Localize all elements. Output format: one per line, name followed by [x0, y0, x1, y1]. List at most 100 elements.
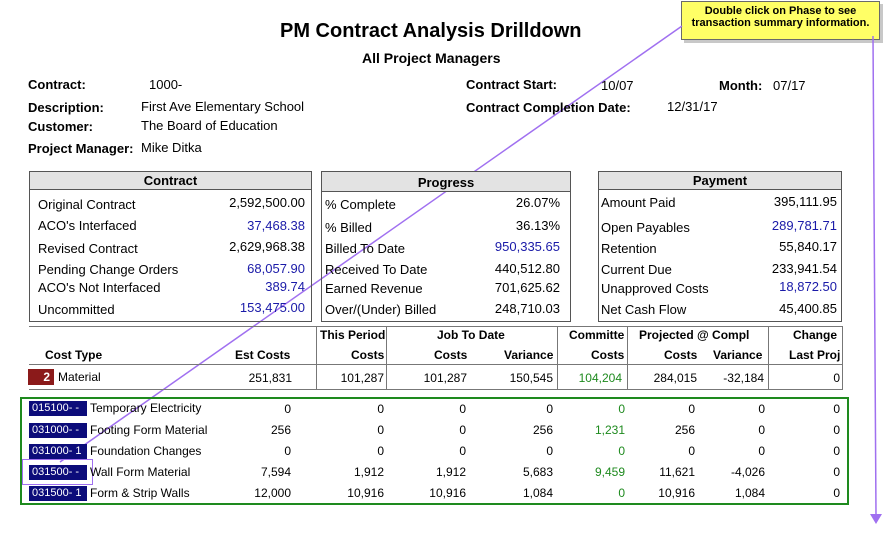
col-proj-variance: Variance — [713, 348, 763, 362]
phase-period: 0 — [377, 444, 384, 458]
cost-type-proj-var: -32,184 — [723, 371, 764, 385]
cost-type-variance: 150,545 — [509, 371, 553, 385]
contract-row-value-link[interactable]: 37,468.38 — [247, 218, 305, 233]
phase-jtd: 0 — [459, 402, 466, 416]
hint-callout: Double click on Phase to see transaction… — [681, 1, 880, 40]
contract-row-label: Original Contract — [38, 197, 136, 212]
payment-row-label: Open Payables — [601, 220, 690, 235]
column-divider — [386, 326, 387, 390]
cost-type-change: 0 — [833, 371, 840, 385]
header-change: Change — [793, 328, 838, 342]
phase-est: 0 — [284, 402, 291, 416]
contract-row-label: Revised Contract — [38, 241, 138, 256]
contract-row-value: 2,629,968.38 — [229, 239, 305, 254]
phase-committed: 9,459 — [594, 465, 625, 479]
contract-row-label: ACO's Interfaced — [38, 218, 137, 233]
payment-row-label: Net Cash Flow — [601, 302, 687, 317]
header-projected: Projected @ Compl — [639, 328, 750, 342]
description-value: First Ave Elementary School — [141, 99, 305, 114]
phase-proj-var: 0 — [758, 402, 765, 416]
progress-row-label: Earned Revenue — [325, 281, 423, 296]
contract-label: Contract: — [28, 77, 86, 92]
payment-row-label: Unapproved Costs — [601, 281, 709, 296]
customer-value: The Board of Education — [141, 118, 278, 133]
col-est-costs: Est Costs — [235, 348, 291, 362]
cost-type-est: 251,831 — [248, 371, 292, 385]
column-divider — [316, 326, 317, 390]
phase-change: 0 — [833, 465, 840, 479]
payment-row-value: 233,941.54 — [771, 261, 837, 276]
phase-est: 12,000 — [254, 486, 291, 500]
col-jtd-variance: Variance — [504, 348, 554, 362]
progress-row-label: % Billed — [325, 220, 372, 235]
column-divider — [557, 326, 558, 390]
progress-row-value: 248,710.03 — [494, 301, 560, 316]
phase-jtd: 10,916 — [429, 486, 466, 500]
phase-period: 0 — [377, 423, 384, 437]
phase-proj-var: 0 — [758, 444, 765, 458]
phase-proj-var: -4,026 — [730, 465, 765, 479]
contract-panel-title: Contract — [30, 172, 311, 190]
progress-row-value-link[interactable]: 950,335.65 — [494, 239, 560, 254]
payment-row-value-link[interactable]: 289,781.71 — [771, 218, 837, 233]
header-this-period: This Period — [320, 328, 386, 342]
cost-type-proj: 284,015 — [653, 371, 697, 385]
progress-row-value: 701,625.62 — [494, 280, 560, 295]
cost-type-period: 101,287 — [340, 371, 384, 385]
header-committed: Committe — [569, 328, 625, 342]
payment-row-label: Amount Paid — [601, 195, 676, 210]
cost-type-badge[interactable]: 2 — [28, 369, 54, 385]
payment-row-value-link[interactable]: 18,872.50 — [779, 279, 837, 294]
phase-detail-panel — [20, 397, 849, 505]
contract-row-label: Pending Change Orders — [38, 262, 179, 277]
col-committed-costs: Costs — [591, 348, 625, 362]
phase-proj: 11,621 — [659, 465, 695, 479]
phase-code-cell[interactable]: 031000- 1 — [29, 444, 87, 459]
progress-row-label: Billed To Date — [325, 241, 405, 256]
completion-label: Contract Completion Date: — [466, 100, 631, 115]
phase-proj-var: 1,084 — [734, 486, 765, 500]
col-proj-costs: Costs — [664, 348, 698, 362]
phase-committed: 0 — [618, 402, 625, 416]
cost-type-committed: 104,204 — [578, 371, 622, 385]
phase-variance: 0 — [546, 444, 553, 458]
phase-period: 10,916 — [347, 486, 384, 500]
payment-row-label: Current Due — [601, 262, 672, 277]
progress-panel-title: Progress — [322, 172, 570, 192]
phase-period: 0 — [377, 402, 384, 416]
progress-row-value: 26.07% — [515, 195, 560, 210]
contract-panel: Contract Original Contract 2,592,500.00 … — [29, 171, 312, 322]
phase-est: 256 — [270, 423, 291, 437]
contract-row-label: ACO's Not Interfaced — [38, 280, 161, 295]
payment-row-value: 45,400.85 — [779, 301, 837, 316]
phase-proj: 10,916 — [658, 486, 695, 500]
phase-period: 1,912 — [353, 465, 384, 479]
payment-panel-title: Payment — [599, 172, 841, 190]
phase-proj: 0 — [688, 444, 695, 458]
scroll-pointer-line — [872, 35, 877, 516]
phase-change: 0 — [833, 423, 840, 437]
progress-row-value: 440,512.80 — [494, 261, 560, 276]
phase-est: 0 — [284, 444, 291, 458]
selection-highlight — [22, 459, 93, 485]
contract-row-value-link[interactable]: 153,475.00 — [239, 300, 305, 315]
month-label: Month: — [719, 78, 763, 93]
contract-row-label: Uncommitted — [38, 302, 115, 317]
phase-variance: 0 — [546, 402, 553, 416]
contract-row-value-link[interactable]: 389.74 — [265, 279, 305, 294]
progress-row-value: 36.13% — [515, 218, 560, 233]
phase-code-cell[interactable]: 015100- - — [29, 401, 87, 416]
phase-code-cell[interactable]: 031500- 1 — [29, 486, 87, 501]
phase-jtd: 0 — [459, 423, 466, 437]
customer-label: Customer: — [28, 119, 94, 134]
phase-variance: 256 — [532, 423, 553, 437]
contract-row-value-link[interactable]: 68,057.90 — [247, 261, 305, 276]
phase-code-cell[interactable]: 031000- - — [29, 423, 87, 438]
phase-variance: 1,084 — [522, 486, 553, 500]
column-divider — [842, 326, 843, 390]
cost-type-bottom-rule — [29, 389, 843, 390]
phase-code-cell[interactable]: 031500- - — [29, 465, 87, 480]
pm-value: Mike Ditka — [141, 140, 202, 155]
progress-row-label: Received To Date — [325, 262, 428, 277]
header-job-to-date: Job To Date — [437, 328, 505, 342]
